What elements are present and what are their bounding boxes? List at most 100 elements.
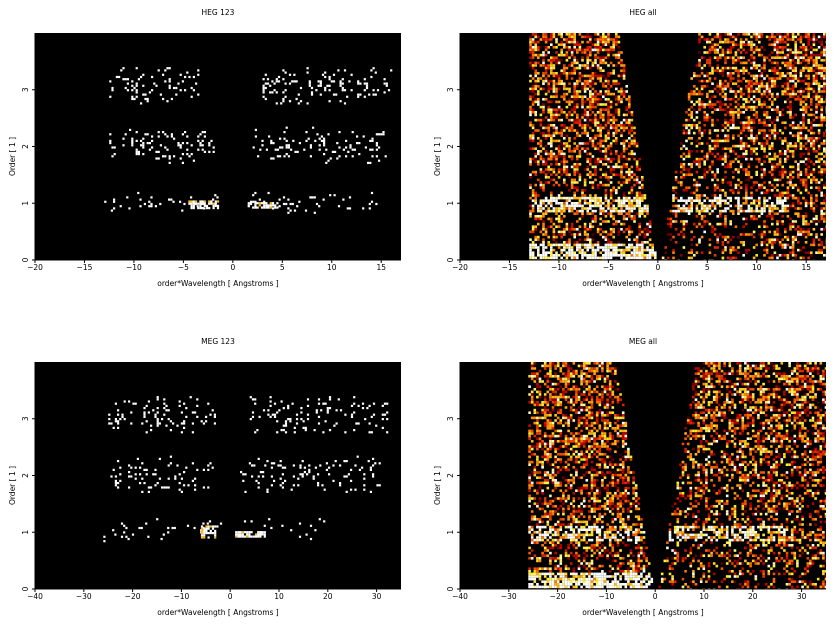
count-pixel: [620, 124, 623, 127]
count-pixel: [797, 53, 800, 57]
count-pixel: [617, 56, 621, 59]
count-pixel: [708, 33, 712, 36]
event-pixel: [310, 93, 314, 96]
count-pixel: [706, 72, 709, 75]
count-pixel: [747, 72, 751, 75]
count-pixel: [784, 254, 787, 257]
count-pixel: [763, 118, 766, 122]
count-pixel: [815, 199, 818, 202]
count-pixel: [617, 181, 621, 184]
event-pixel: [275, 102, 278, 105]
count-pixel: [555, 126, 558, 130]
count-pixel: [817, 181, 821, 184]
event-pixel: [208, 520, 212, 523]
count-pixel: [726, 40, 730, 44]
event-pixel: [323, 488, 326, 491]
count-pixel: [560, 233, 563, 236]
count-pixel: [706, 116, 709, 119]
count-pixel: [745, 66, 748, 70]
count-pixel: [742, 66, 745, 70]
count-pixel: [602, 246, 605, 249]
count-pixel: [685, 131, 688, 135]
count-pixel: [716, 82, 719, 85]
event-pixel: [374, 93, 377, 96]
count-pixel: [752, 147, 756, 150]
hotspot-pixel: [203, 200, 206, 203]
count-pixel: [604, 248, 608, 252]
count-pixel: [825, 66, 826, 70]
count-pixel: [737, 59, 740, 62]
count-pixel: [568, 38, 571, 41]
count-pixel: [550, 194, 553, 197]
count-pixel: [786, 142, 790, 145]
count-pixel: [802, 233, 805, 236]
count-pixel: [638, 209, 641, 213]
count-pixel: [529, 95, 532, 98]
event-pixel: [378, 484, 381, 487]
count-pixel: [747, 204, 751, 208]
count-pixel: [750, 61, 753, 65]
count-pixel: [698, 238, 701, 241]
count-pixel: [612, 124, 615, 127]
event-pixel: [290, 529, 293, 532]
count-pixel: [708, 105, 712, 109]
count-pixel: [534, 74, 537, 78]
count-pixel: [589, 95, 592, 98]
count-pixel: [719, 194, 722, 197]
count-pixel: [651, 243, 654, 247]
event-pixel: [339, 84, 342, 87]
count-pixel: [695, 150, 699, 153]
count-pixel: [799, 98, 803, 101]
event-pixel: [174, 477, 177, 480]
count-pixel: [820, 35, 823, 39]
count-pixel: [648, 243, 652, 247]
count-pixel: [752, 199, 756, 202]
count-pixel: [823, 168, 826, 171]
event-pixel: [327, 159, 330, 162]
count-pixel: [682, 199, 686, 202]
count-pixel: [557, 196, 561, 200]
count-pixel: [713, 189, 717, 192]
count-pixel: [713, 196, 717, 200]
count-pixel: [609, 124, 613, 127]
count-pixel: [823, 183, 826, 187]
count-pixel: [810, 233, 813, 236]
event-pixel: [280, 102, 283, 105]
count-pixel: [570, 129, 574, 132]
count-pixel: [534, 100, 537, 104]
event-pixel: [183, 484, 186, 487]
count-pixel: [797, 225, 800, 228]
count-pixel: [713, 144, 717, 148]
count-pixel: [721, 222, 725, 226]
count-pixel: [547, 64, 550, 67]
count-pixel: [776, 69, 779, 72]
count-pixel: [586, 131, 589, 135]
count-pixel: [550, 87, 553, 91]
count-pixel: [713, 69, 717, 72]
count-pixel: [654, 254, 657, 257]
event-pixel: [128, 475, 131, 478]
event-pixel: [197, 139, 200, 142]
count-pixel: [815, 215, 818, 218]
y-tick-label: 1: [446, 201, 455, 206]
count-pixel: [724, 235, 727, 239]
count-pixel: [594, 59, 597, 62]
count-pixel: [615, 103, 618, 106]
event-pixel: [341, 89, 344, 92]
count-pixel: [589, 46, 592, 49]
count-pixel: [807, 33, 810, 36]
count-pixel: [719, 233, 722, 236]
count-pixel: [724, 108, 727, 111]
count-pixel: [716, 51, 719, 54]
count-pixel: [737, 72, 740, 75]
event-pixel: [251, 475, 254, 478]
count-pixel: [596, 100, 600, 104]
count-pixel: [807, 191, 810, 195]
count-pixel: [703, 105, 706, 109]
count-pixel: [690, 238, 693, 241]
count-pixel: [732, 116, 735, 119]
count-pixel: [719, 87, 722, 91]
count-pixel: [823, 116, 826, 119]
count-pixel: [713, 176, 717, 179]
count-pixel: [789, 204, 792, 208]
